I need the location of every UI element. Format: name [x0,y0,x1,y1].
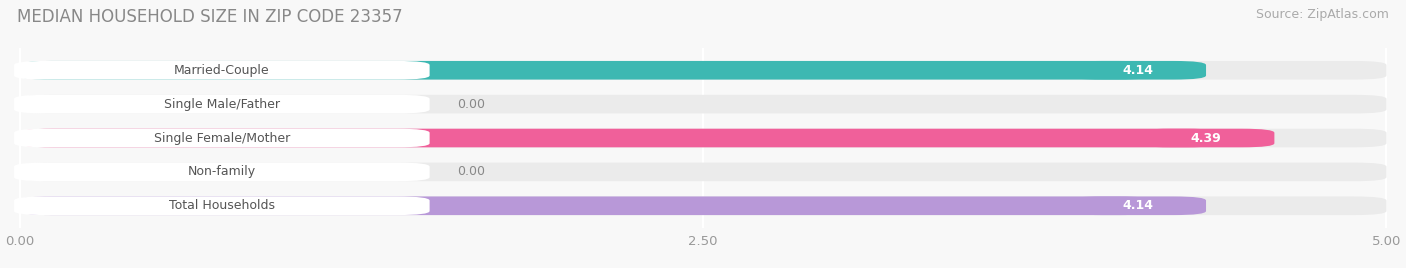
FancyBboxPatch shape [14,129,430,147]
FancyBboxPatch shape [14,61,430,80]
FancyBboxPatch shape [20,61,1386,80]
FancyBboxPatch shape [1137,129,1274,147]
FancyBboxPatch shape [20,61,1152,80]
Text: 4.14: 4.14 [1122,64,1153,77]
Text: 4.39: 4.39 [1191,132,1222,144]
Text: Single Female/Mother: Single Female/Mother [153,132,290,144]
Text: Source: ZipAtlas.com: Source: ZipAtlas.com [1256,8,1389,21]
Text: Total Households: Total Households [169,199,274,212]
Text: Single Male/Father: Single Male/Father [165,98,280,111]
FancyBboxPatch shape [1070,61,1206,80]
FancyBboxPatch shape [20,95,1386,113]
Text: 0.00: 0.00 [457,165,485,178]
FancyBboxPatch shape [1070,196,1206,215]
FancyBboxPatch shape [20,196,1152,215]
Text: 0.00: 0.00 [457,98,485,111]
FancyBboxPatch shape [20,129,1386,147]
FancyBboxPatch shape [14,163,430,181]
FancyBboxPatch shape [20,196,1386,215]
FancyBboxPatch shape [20,163,1386,181]
Text: 4.14: 4.14 [1122,199,1153,212]
Text: Married-Couple: Married-Couple [174,64,270,77]
FancyBboxPatch shape [14,95,430,113]
Text: Non-family: Non-family [188,165,256,178]
FancyBboxPatch shape [14,196,430,215]
FancyBboxPatch shape [20,129,1220,147]
Text: MEDIAN HOUSEHOLD SIZE IN ZIP CODE 23357: MEDIAN HOUSEHOLD SIZE IN ZIP CODE 23357 [17,8,402,26]
